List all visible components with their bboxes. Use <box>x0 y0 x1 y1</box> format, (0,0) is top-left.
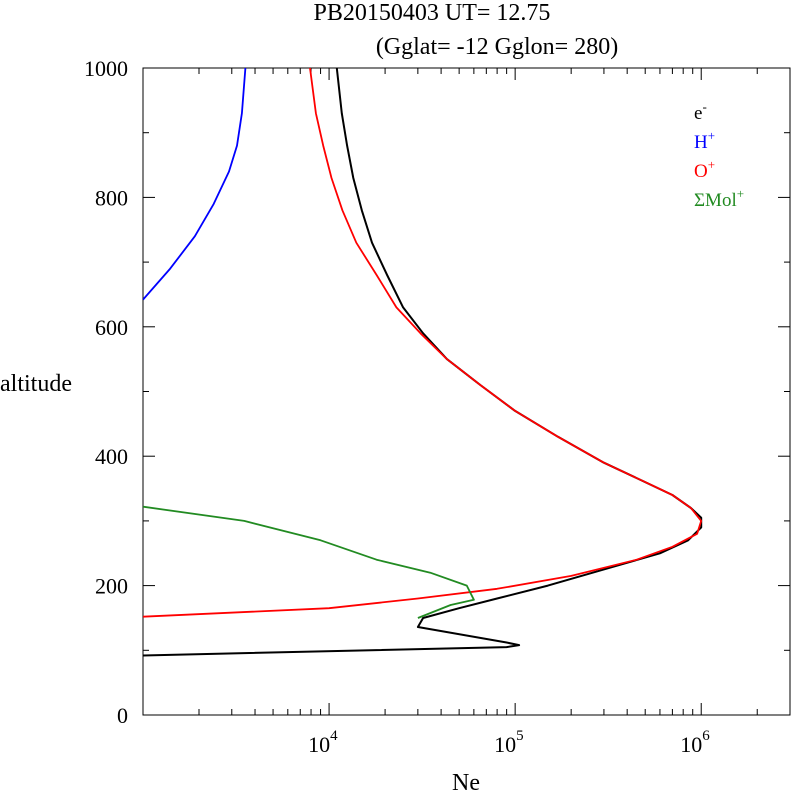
x-tick-label-exponent: 6 <box>702 728 710 744</box>
y-axis-label: altitude <box>0 371 72 397</box>
x-tick-label-exponent: 4 <box>330 728 338 744</box>
y-tick-label: 600 <box>95 315 128 340</box>
y-tick-label: 1000 <box>84 56 128 81</box>
y-tick-labels: 0 200 400 600 800 1000 <box>84 56 128 728</box>
series-line-2 <box>143 68 703 618</box>
plot-frame <box>142 67 791 716</box>
series-line-1 <box>143 68 247 301</box>
series-lines <box>143 68 703 657</box>
legend-entry: e- <box>694 99 707 124</box>
x-tick-labels: 10 4 10 5 10 6 <box>308 728 710 757</box>
x-axis-label: Ne <box>452 770 480 796</box>
y-tick-label: 800 <box>95 185 128 210</box>
series-line-0 <box>143 68 703 657</box>
x-tick-label-exponent: 5 <box>516 728 524 744</box>
y-tick-label: 400 <box>95 444 128 469</box>
legend-entry: O+ <box>694 157 715 182</box>
y-tick-label: 200 <box>95 574 128 599</box>
legend-entry: H+ <box>694 128 715 153</box>
legend: e- H+ O+ ΣMol+ <box>694 99 744 211</box>
axis-ticks <box>142 67 791 716</box>
x-tick-label: 10 <box>494 732 516 757</box>
chart-title-line1: PB20150403 UT= 12.75 <box>314 0 551 26</box>
y-tick-label: 0 <box>117 703 128 728</box>
x-tick-label: 10 <box>680 732 702 757</box>
x-tick-label: 10 <box>308 732 330 757</box>
chart-title-line2: (Gglat= -12 Gglon= 280) <box>376 34 618 60</box>
series-line-3 <box>143 505 475 619</box>
legend-entry: ΣMol+ <box>694 186 744 211</box>
